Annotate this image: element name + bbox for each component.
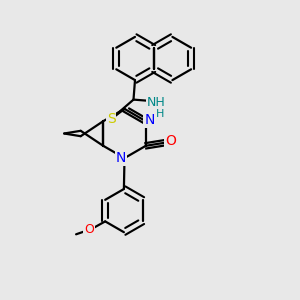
Text: O: O — [165, 134, 176, 148]
Text: O: O — [84, 223, 94, 236]
Text: N: N — [144, 113, 154, 127]
Text: S: S — [106, 112, 116, 126]
Text: N: N — [116, 151, 126, 164]
Text: H: H — [155, 109, 164, 119]
Text: NH: NH — [147, 96, 165, 109]
